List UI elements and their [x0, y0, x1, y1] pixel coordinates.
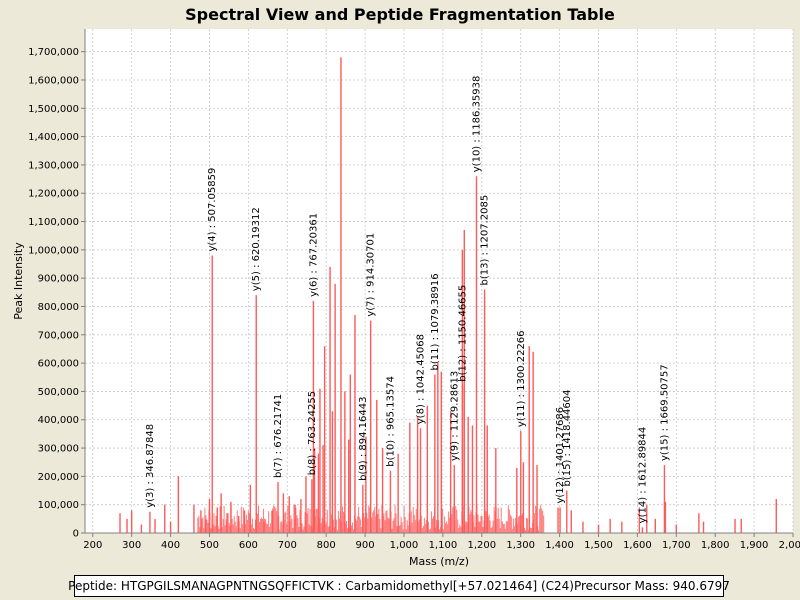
- x-tick-label: 2,000: [779, 540, 800, 551]
- spectrum-chart: Spectral View and Peptide Fragmentation …: [12, 5, 800, 568]
- y-tick-label: 600,000: [38, 359, 79, 370]
- x-tick-label: 900: [356, 540, 375, 551]
- x-tick-label: 600: [239, 540, 258, 551]
- peak-annotation: y(7) : 914.30701: [366, 233, 377, 317]
- x-tick-label: 800: [317, 540, 336, 551]
- y-axis-label: Peak Intensity: [12, 242, 25, 320]
- y-tick-label: 200,000: [38, 472, 79, 483]
- chart-title: Spectral View and Peptide Fragmentation …: [185, 5, 615, 24]
- y-tick-label: 500,000: [38, 387, 79, 398]
- y-tick-label: 1,000,000: [28, 245, 79, 256]
- y-tick-label: 900,000: [38, 274, 79, 285]
- y-tick-label: 400,000: [38, 415, 79, 426]
- peptide-info-bar: Peptide: HTGPGILSMANAGPNTNGSQFFICTVK : C…: [68, 575, 730, 597]
- precursor-mass-text: Precursor Mass: 940.6797: [573, 579, 730, 593]
- x-tick-label: 1,800: [701, 540, 730, 551]
- peak-annotation: y(3) : 346.87848: [145, 424, 156, 508]
- peak-annotation: y(14) : 1612.89844: [637, 427, 648, 524]
- x-tick-label: 300: [122, 540, 141, 551]
- peak-annotation: y(8) : 1042.45068: [416, 334, 427, 424]
- peak-annotation: y(12) : 1401.27686: [555, 407, 566, 504]
- y-tick-label: 1,700,000: [28, 47, 79, 58]
- x-tick-label: 1,900: [740, 540, 769, 551]
- peak-annotation: b(13) : 1207.2085: [480, 195, 491, 286]
- peak-annotation: y(4) : 507.05859: [207, 168, 218, 252]
- x-tick-label: 1,200: [467, 540, 496, 551]
- y-tick-label: 700,000: [38, 330, 79, 341]
- x-tick-label: 1,000: [390, 540, 419, 551]
- x-tick-label: 1,100: [429, 540, 458, 551]
- peak-annotation: b(10) : 965.13574: [385, 376, 396, 467]
- y-tick-label: 800,000: [38, 302, 79, 313]
- x-tick-label: 400: [161, 540, 180, 551]
- peak-annotation: b(12) : 1150.46655: [458, 285, 469, 382]
- x-tick-label: 500: [200, 540, 219, 551]
- y-tick-label: 100,000: [38, 500, 79, 511]
- x-tick-label: 1,500: [584, 540, 613, 551]
- peak-annotation: y(10) : 1186.35938: [471, 76, 482, 173]
- y-tick-label: 1,600,000: [28, 75, 79, 86]
- x-tick-label: 1,700: [662, 540, 691, 551]
- peak-annotation: b(8) : 763.24255: [307, 391, 318, 475]
- y-tick-label: 1,300,000: [28, 160, 79, 171]
- x-tick-label: 200: [83, 540, 102, 551]
- peptide-text: Peptide: HTGPGILSMANAGPNTNGSQFFICTVK : C…: [68, 579, 574, 593]
- y-tick-label: 300,000: [38, 444, 79, 455]
- y-tick-label: 1,400,000: [28, 132, 79, 143]
- peak-annotation: y(5) : 620.19312: [251, 207, 262, 291]
- x-axis-label: Mass (m/z): [409, 555, 469, 568]
- x-tick-label: 700: [278, 540, 297, 551]
- peak-annotation: y(6) : 767.20361: [308, 213, 319, 297]
- x-tick-label: 1,400: [545, 540, 574, 551]
- peak-annotation: b(7) : 676.21741: [273, 394, 284, 478]
- y-tick-label: 1,500,000: [28, 104, 79, 115]
- y-tick-label: 0: [73, 529, 79, 540]
- plot-area: [85, 29, 793, 533]
- spectrum-chart-svg: Spectral View and Peptide Fragmentation …: [12, 5, 800, 568]
- peak-annotation: y(11) : 1300.22266: [516, 330, 527, 427]
- peak-annotation: b(11) : 1079.38916: [430, 273, 441, 370]
- peak-annotation: y(15) : 1669.50757: [659, 364, 670, 461]
- y-tick-label: 1,100,000: [28, 217, 79, 228]
- x-tick-label: 1,600: [623, 540, 652, 551]
- x-tick-label: 1,300: [506, 540, 535, 551]
- y-tick-label: 1,200,000: [28, 189, 79, 200]
- peak-annotation: b(9) : 894.16443: [358, 397, 369, 481]
- peak-annotation: y(9) : 1129.28613: [449, 371, 460, 461]
- peak-annotation: b(15) : 1418.44604: [562, 389, 573, 486]
